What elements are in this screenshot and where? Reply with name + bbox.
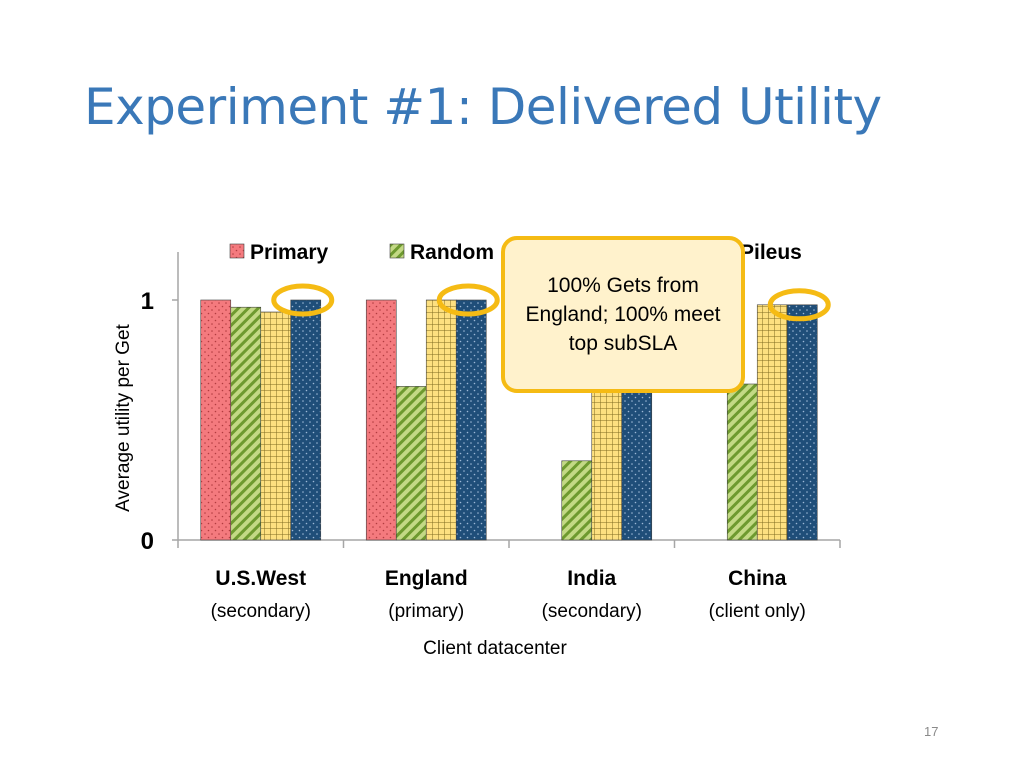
bar-series-3-china [756, 304, 788, 541]
legend-label: Primary [250, 241, 329, 264]
x-category-label: India [567, 567, 616, 590]
x-category-label: England [385, 567, 468, 590]
bar-primary-uswest [200, 299, 232, 541]
callout-box: 100% Gets from England; 100% meet top su… [501, 236, 745, 393]
x-category-sublabel: (secondary) [211, 601, 311, 622]
bar-random-china [726, 383, 758, 541]
bar-random-england [395, 386, 427, 541]
x-category-sublabel: (primary) [388, 601, 464, 622]
highlight-circle [767, 288, 831, 322]
x-axis-label: Client datacenter [423, 638, 567, 659]
bar-primary-england [365, 299, 397, 541]
x-category-sublabel: (client only) [709, 601, 806, 622]
highlight-circle [436, 283, 500, 317]
bar-pileus-china [786, 304, 818, 541]
highlight-circle [271, 283, 335, 317]
bar-series-3-uswest [260, 311, 292, 541]
slide-title: Experiment #1: Delivered Utility [84, 78, 882, 136]
bar-random-uswest [230, 306, 262, 541]
bar-random-india [561, 460, 593, 541]
page-number: 17 [924, 724, 939, 739]
y-tick-label: 0 [141, 528, 154, 555]
legend-swatch [229, 243, 245, 259]
x-category-label: China [728, 567, 787, 590]
x-category-label: U.S.West [215, 567, 306, 590]
bar-pileus-uswest [290, 299, 322, 541]
y-axis-label: Average utility per Get [113, 324, 134, 512]
legend-label: Random [410, 241, 494, 264]
y-tick-label: 1 [141, 288, 154, 315]
legend-swatch [389, 243, 405, 259]
bar-series-3-england [425, 299, 457, 541]
legend-label: Pileus [740, 241, 802, 264]
x-category-sublabel: (secondary) [542, 601, 642, 622]
callout-text: 100% Gets from England; 100% meet top su… [525, 274, 721, 355]
bar-pileus-england [455, 299, 487, 541]
